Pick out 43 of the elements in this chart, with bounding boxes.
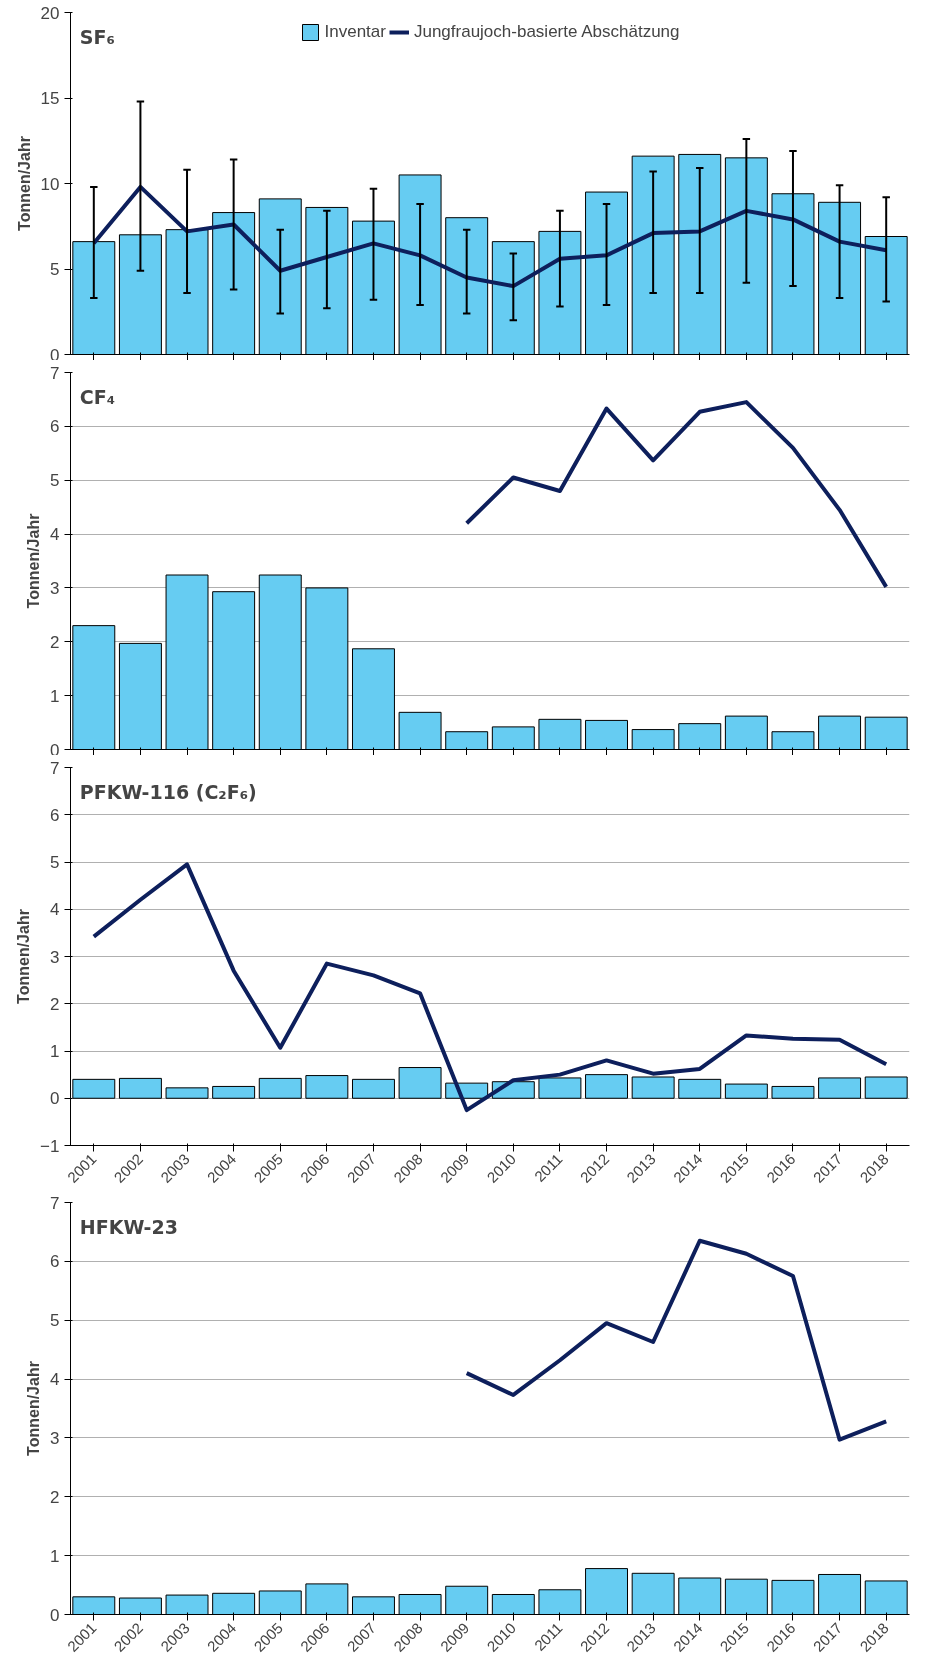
y-tick-label: 2 — [50, 632, 60, 652]
y-tick-label: 4 — [50, 525, 60, 545]
y-tick-label: 1 — [50, 686, 60, 706]
y-tick-label: 5 — [50, 1311, 60, 1331]
text: HFKW-23 — [79, 1215, 178, 1238]
y-tick-label: 7 — [50, 758, 60, 778]
y-tick-label: 10 — [40, 174, 60, 194]
y-tick-label: 6 — [50, 417, 60, 437]
line-series — [464, 1238, 889, 1442]
y-tick-label: 2 — [50, 994, 60, 1014]
y-tick-label: 3 — [50, 578, 60, 598]
y-tick-label: 4 — [50, 1370, 60, 1390]
y-tick-label: 6 — [50, 1252, 60, 1272]
y-tick-label: 0 — [50, 740, 60, 760]
y-tick-label: 15 — [40, 89, 60, 108]
y-tick-label: 5 — [50, 853, 60, 872]
y-tick-label: 0 — [50, 1089, 60, 1109]
legend-label: Jungfraujoch-basierte Abschätzung — [413, 22, 680, 42]
legend-label: Inventar — [324, 22, 386, 42]
y-tick-label: 6 — [50, 805, 60, 825]
y-tick-label: 7 — [50, 1193, 60, 1213]
y-tick-label: 5 — [50, 471, 60, 491]
text: PFKW-116 (C₂F₆) — [79, 780, 257, 803]
y-tick-label: 4 — [50, 900, 60, 920]
y-axis-title: Tonnen/Jahr — [25, 513, 43, 609]
y-tick-label: 0 — [50, 1605, 60, 1625]
line-series — [91, 862, 889, 1113]
text: CF₄ — [79, 385, 116, 408]
y-tick-label: −1 — [40, 1136, 60, 1156]
y-axis-title: Tonnen/Jahr — [15, 909, 33, 1004]
y-tick-label: 5 — [50, 260, 60, 279]
y-axis-title: Tonnen/Jahr — [25, 1361, 43, 1456]
text: SF₆ — [79, 25, 115, 48]
y-tick-label: 3 — [50, 1428, 60, 1448]
line-series — [464, 400, 889, 589]
y-tick-label: 7 — [50, 363, 60, 383]
y-tick-label: 1 — [50, 1546, 60, 1566]
y-tick-label: 20 — [40, 3, 60, 23]
y-tick-label: 3 — [50, 947, 60, 967]
y-tick-label: 0 — [50, 345, 60, 365]
y-tick-label: 1 — [50, 1042, 60, 1061]
y-tick-label: 2 — [50, 1487, 60, 1507]
y-axis-title: Tonnen/Jahr — [15, 136, 33, 231]
